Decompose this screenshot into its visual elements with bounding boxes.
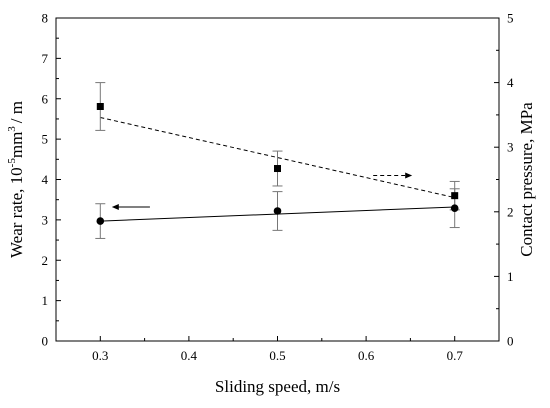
x-tick-label-1: 0.4 [181, 348, 198, 363]
left-y-tick-label-0: 0 [42, 334, 49, 349]
series-1-point-0 [96, 217, 105, 225]
left-y-tick-label-6: 6 [42, 91, 49, 106]
x-tick-label-4: 0.7 [447, 348, 464, 363]
arrow-1-head [111, 203, 119, 210]
right-y-tick-label-1: 1 [507, 269, 514, 284]
right-y-tick-label-3: 3 [507, 140, 514, 155]
arrow-2-head [405, 172, 413, 179]
right-y-tick-label-2: 2 [507, 204, 514, 219]
series-2-line [100, 116, 455, 199]
left-y-tick-label-5: 5 [42, 132, 49, 147]
left-y-title-sup-1: -5 [6, 158, 18, 168]
data-markers [96, 103, 459, 225]
left-y-title-part-2: mm [7, 132, 26, 158]
series-2-point-0 [96, 103, 104, 111]
series-2-point-1 [274, 165, 281, 173]
x-tick-label-3: 0.6 [358, 348, 375, 363]
series-1-point-2 [450, 204, 459, 212]
left-y-axis-title: Wear rate, 10-5mm3 / m [6, 101, 26, 258]
left-y-title-sup-2: 3 [6, 126, 18, 132]
annotation-arrows [111, 172, 413, 210]
left-y-tick-label-2: 2 [42, 253, 49, 268]
left-y-tick-label-3: 3 [42, 212, 49, 227]
ticks: 0.3 0.4 0.5 0.6 0.7 0 1 2 3 4 5 6 7 8 0 1 2 3 4 5 [42, 11, 515, 364]
x-tick-label-0: 0.3 [92, 348, 108, 363]
right-y-axis-title: Contact pressure, MPa [517, 102, 536, 257]
series-1-point-1 [273, 207, 282, 215]
x-tick-label-2: 0.5 [269, 348, 285, 363]
left-y-tick-label-8: 8 [42, 11, 49, 26]
left-y-title-part-1: Wear rate, 10 [7, 167, 26, 258]
left-y-tick-label-1: 1 [42, 293, 49, 308]
left-y-title-part-3: / m [7, 101, 26, 123]
left-y-tick-label-4: 4 [42, 172, 49, 187]
right-y-tick-label-5: 5 [507, 11, 514, 26]
series-2-point-2 [451, 192, 459, 200]
x-axis-title: Sliding speed, m/s [215, 377, 340, 396]
error-bars [95, 82, 460, 239]
left-y-tick-label-7: 7 [42, 51, 49, 66]
right-y-tick-label-4: 4 [507, 75, 514, 90]
right-y-tick-label-0: 0 [507, 334, 514, 349]
